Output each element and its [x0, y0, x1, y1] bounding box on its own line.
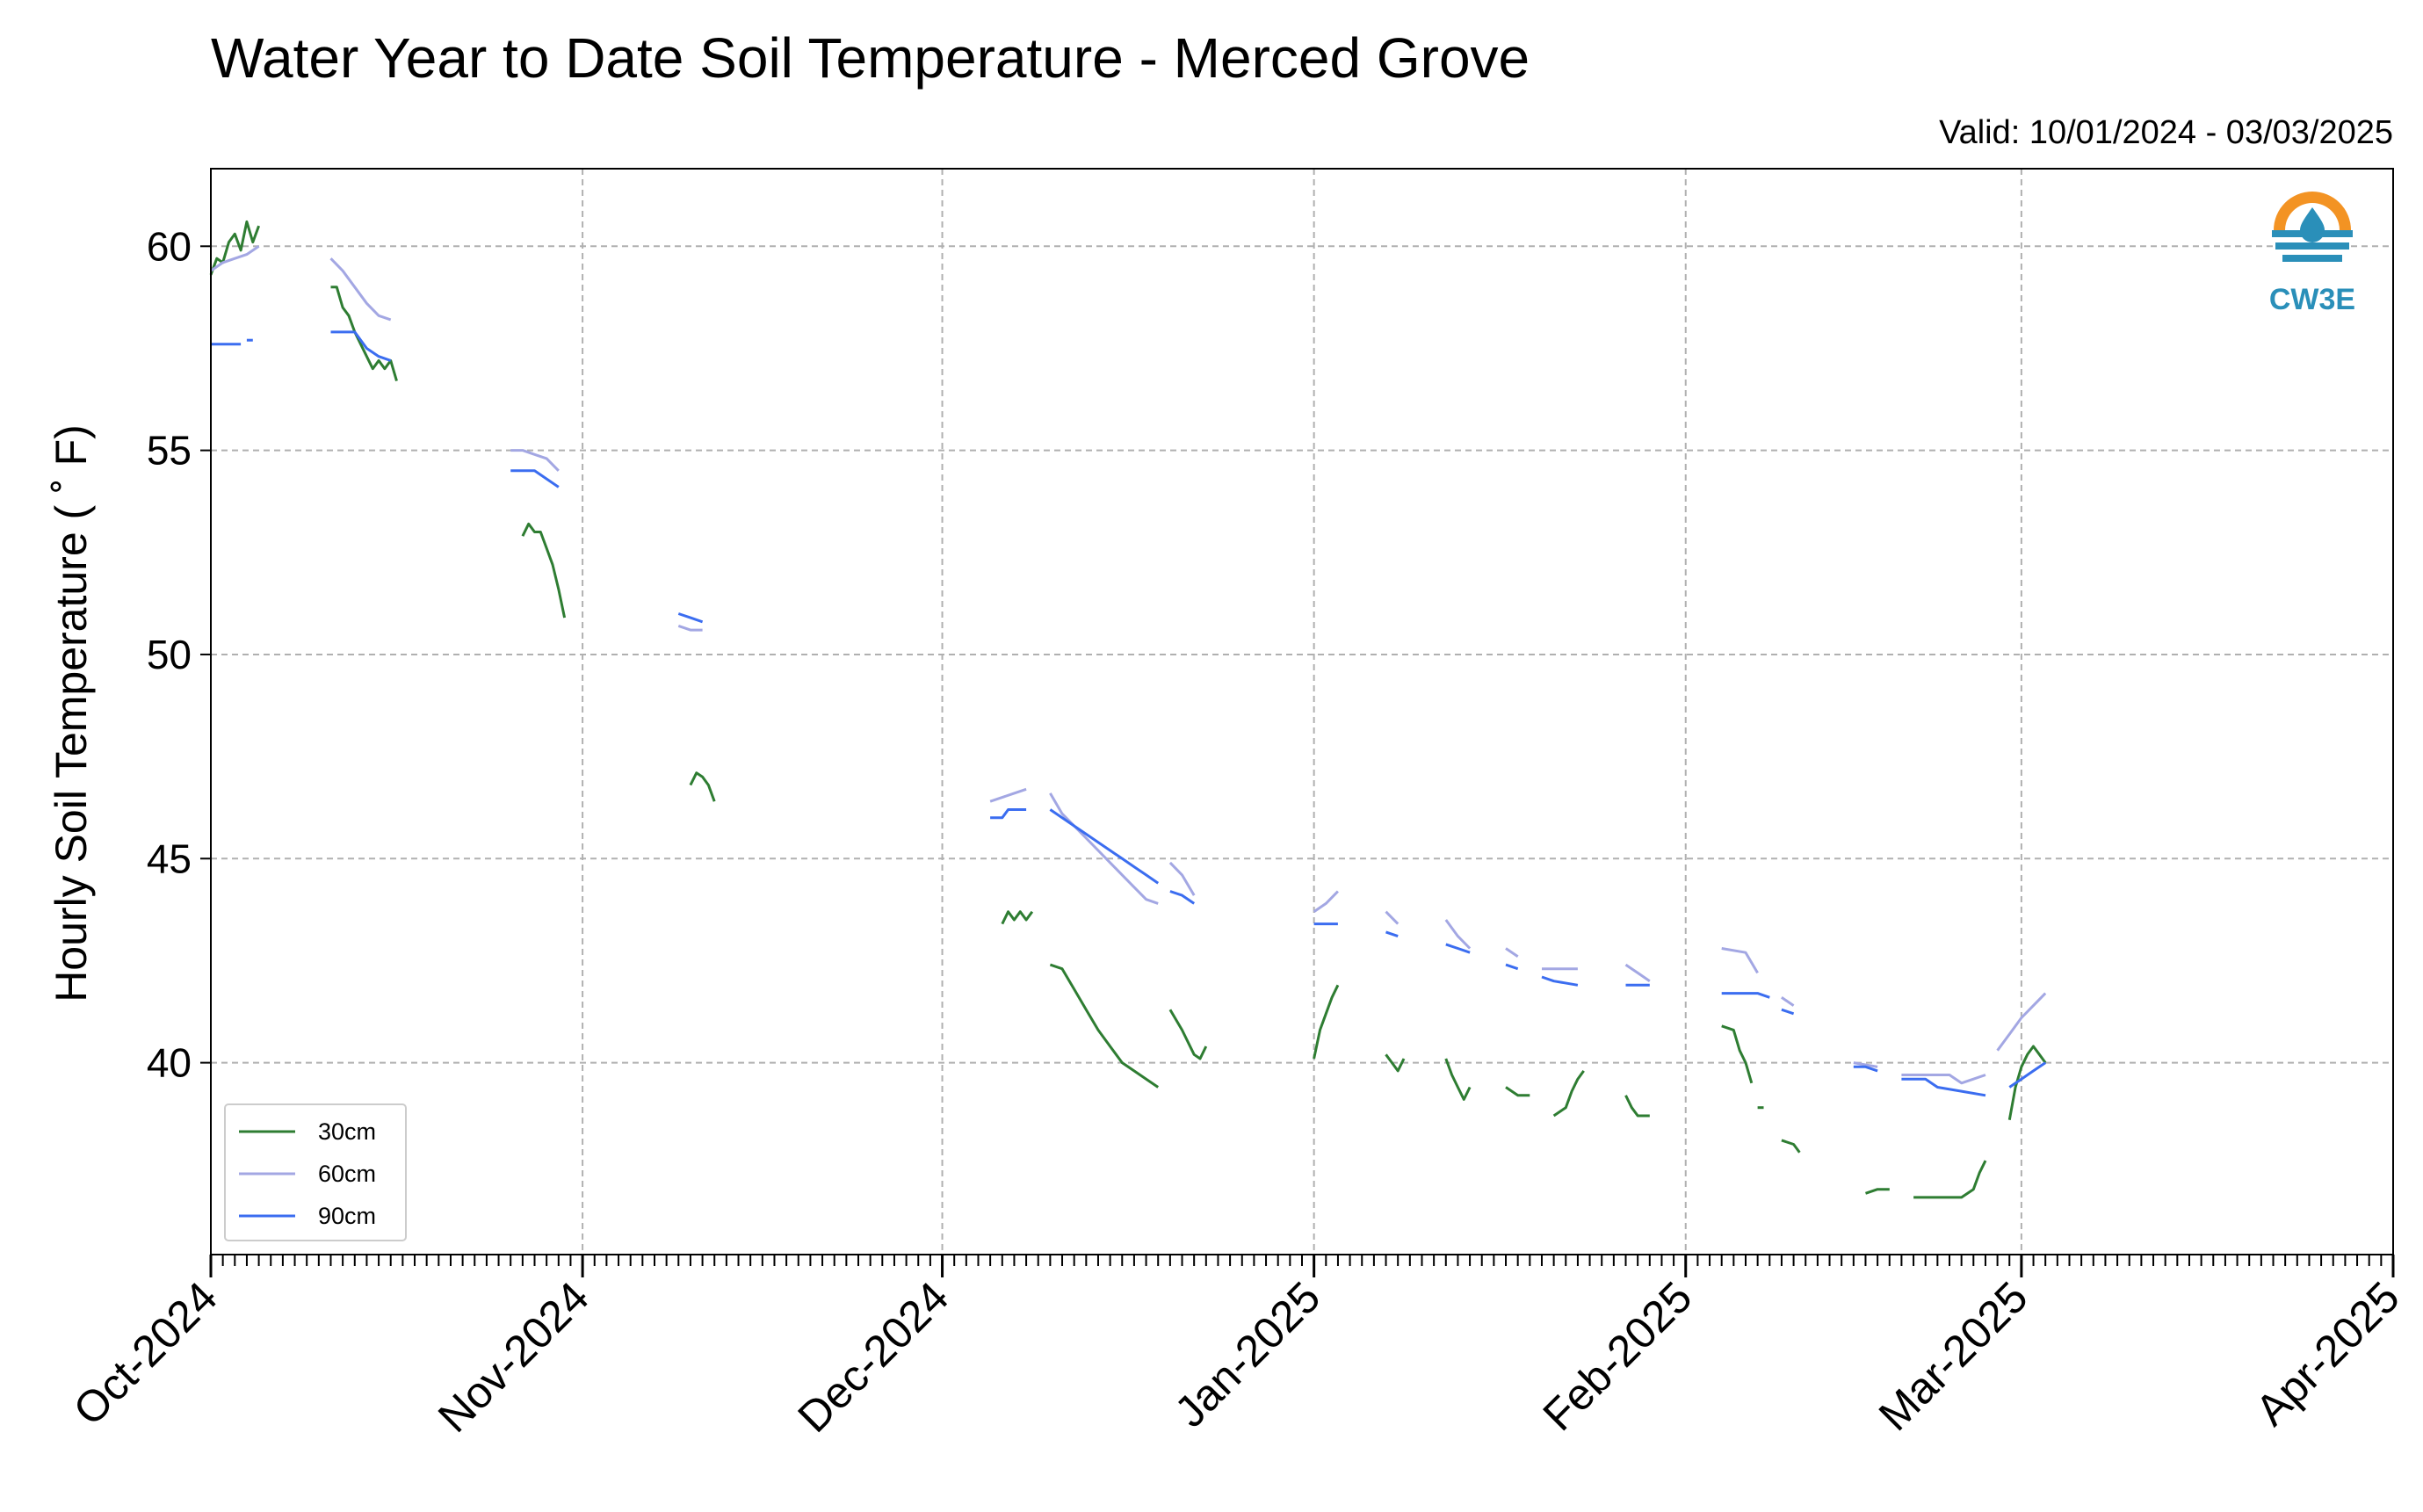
series-line-30cm: [1168, 1009, 1208, 1060]
series-line-90cm: [1505, 963, 1519, 971]
series-line-90cm: [1049, 808, 1160, 885]
series-line-90cm: [1853, 1065, 1878, 1073]
series-line-60cm: [1624, 963, 1651, 982]
series-line-90cm: [1901, 1077, 1986, 1097]
series-line-30cm: [689, 771, 716, 802]
x-tick-label: Oct-2024: [64, 1272, 227, 1435]
y-tick-label: 40: [147, 1040, 192, 1086]
legend-label-30cm: 30cm: [318, 1118, 376, 1145]
series-line-30cm: [1781, 1139, 1801, 1154]
x-tick-label: Nov-2024: [429, 1272, 598, 1442]
series-line-60cm: [989, 787, 1027, 803]
series-line-30cm: [521, 522, 567, 619]
series-line-30cm: [1721, 1024, 1754, 1084]
series-line-60cm: [1901, 1074, 1986, 1085]
series-line-60cm: [1721, 947, 1759, 974]
y-tick-label: 60: [147, 223, 192, 269]
series-line-90cm: [2008, 1061, 2047, 1089]
legend-label-90cm: 90cm: [318, 1203, 376, 1229]
series-line-60cm: [1505, 947, 1519, 959]
series-line-30cm: [1001, 910, 1034, 925]
series-line-30cm: [1624, 1095, 1650, 1118]
logo-text: CW3E: [2269, 283, 2355, 316]
y-axis-label: Hourly Soil Temperature ( ˚ F): [47, 424, 96, 1002]
legend-label-60cm: 60cm: [318, 1161, 376, 1187]
series-line-30cm: [209, 220, 261, 276]
cw3e-logo: CW3E: [2269, 192, 2355, 316]
series-line-90cm: [990, 808, 1027, 820]
chart-title: Water Year to Date Soil Temperature - Me…: [211, 26, 1530, 90]
series-line-90cm: [1721, 992, 1770, 999]
series-line-90cm: [510, 469, 560, 488]
series-line-30cm: [1049, 963, 1160, 1089]
x-tick-label: Feb-2025: [1534, 1272, 1702, 1440]
water-drop-icon: [2300, 207, 2325, 242]
y-tick-label: 45: [147, 836, 192, 881]
series-line-60cm: [1996, 992, 2047, 1052]
y-tick-label: 50: [147, 632, 192, 677]
series-line-60cm: [1385, 910, 1400, 925]
series-line-30cm: [1552, 1070, 1585, 1118]
series-line-90cm: [1385, 930, 1399, 938]
series-line-60cm: [1781, 996, 1795, 1007]
series-line-30cm: [1313, 984, 1340, 1060]
series-line-30cm: [330, 286, 398, 382]
series-line-30cm: [2007, 1045, 2047, 1120]
axes: 40 45 50 55 60 Oct-2024 Nov-2024 Dec-2024 Jan-20…: [64, 168, 2409, 1442]
series-line-30cm: [1913, 1160, 1987, 1199]
series-line-90cm: [1541, 975, 1579, 987]
series-line-30cm: [1444, 1058, 1472, 1101]
x-tick-label: Jan-2025: [1165, 1272, 1329, 1436]
series-line-90cm: [1169, 890, 1196, 905]
series-line-60cm: [510, 449, 560, 472]
series-line-60cm: [329, 257, 392, 322]
series-lines: [209, 220, 2047, 1199]
series-line-90cm: [677, 612, 704, 624]
x-tick-label: Apr-2025: [2246, 1272, 2409, 1435]
plot-frame: [210, 168, 2394, 1255]
series-line-60cm: [1049, 792, 1159, 905]
series-line-60cm: [1313, 890, 1339, 913]
series-line-30cm: [1865, 1188, 1890, 1195]
series-line-90cm: [330, 330, 392, 362]
legend-box: [224, 1103, 407, 1241]
valid-date-range: Valid: 10/01/2024 - 03/03/2025: [1939, 114, 2393, 151]
series-line-60cm: [1168, 861, 1196, 896]
logo-wave-band-2: [2275, 242, 2349, 250]
x-tick-label: Dec-2024: [788, 1272, 958, 1442]
series-line-60cm: [1444, 919, 1472, 950]
series-line-90cm: [1445, 943, 1471, 954]
series-line-60cm: [1853, 1061, 1878, 1068]
y-tick-label: 55: [147, 428, 192, 474]
logo-wave-band-3: [2282, 255, 2342, 262]
series-line-30cm: [1385, 1053, 1406, 1073]
series-line-60cm: [677, 624, 703, 632]
series-line-90cm: [1781, 1008, 1795, 1016]
x-tick-label: Mar-2025: [1870, 1272, 2037, 1440]
legend: 30cm 60cm 90cm: [224, 1103, 407, 1241]
grid-lines: [211, 169, 2393, 1255]
series-line-30cm: [1505, 1086, 1530, 1097]
series-line-60cm: [210, 245, 260, 272]
